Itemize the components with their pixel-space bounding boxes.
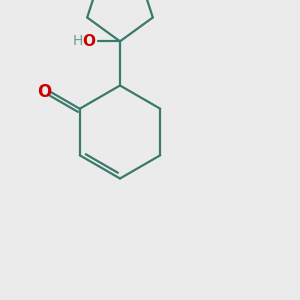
Text: O: O xyxy=(82,34,95,49)
Text: O: O xyxy=(38,83,52,101)
Text: H: H xyxy=(73,34,83,48)
